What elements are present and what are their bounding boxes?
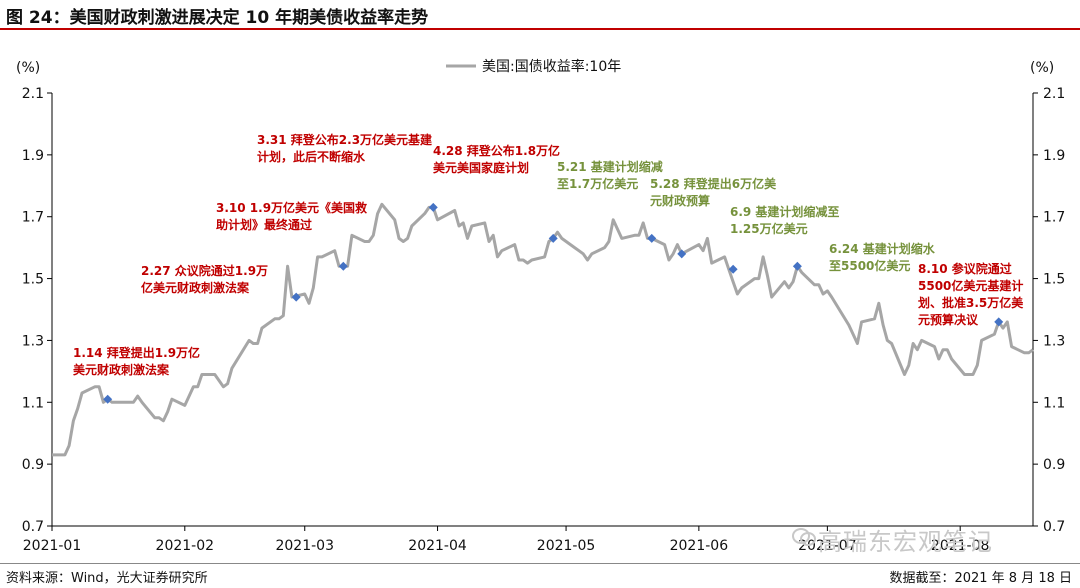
x-tick-label: 2021-06	[670, 538, 729, 554]
x-tick-label: 2021-07	[798, 538, 857, 554]
marker-layer	[103, 202, 1004, 404]
annotation-line: 8.10 参议院通过	[918, 261, 1012, 276]
annotation-line: 2.27 众议院通过1.9万	[141, 263, 268, 278]
y-tick-label-right: 1.1	[1043, 395, 1065, 411]
event-marker	[792, 261, 802, 271]
footer-rule	[0, 563, 1080, 564]
y-tick-label-left: 0.9	[22, 457, 44, 473]
y-tick-label-right: 1.3	[1043, 333, 1065, 349]
annotation-8: 6.9 基建计划缩减至 1.25万亿美元	[730, 204, 839, 236]
chart-legend: 美国:国债收益率:10年	[446, 58, 621, 75]
y-tick-label-left: 1.5	[22, 272, 44, 288]
y-tick-label-left: 1.1	[22, 395, 44, 411]
annotation-line: 至5500亿美元	[829, 258, 910, 273]
y-tick-label-right: 1.7	[1043, 210, 1065, 226]
event-marker	[103, 394, 113, 404]
annotation-line: 至1.7万亿美元	[557, 176, 638, 191]
y-tick-label-left: 0.7	[22, 519, 44, 535]
annotation-line: 5.28 拜登提出6万亿美	[650, 176, 777, 191]
annotation-line: 助计划》最终通过	[216, 217, 312, 232]
x-tick-label: 2021-05	[537, 538, 596, 554]
annotation-line: 3.10 1.9万亿美元《美国救	[216, 200, 367, 215]
y-tick-label-right: 1.9	[1043, 148, 1065, 164]
annotation-line: 亿美元财政刺激法案	[141, 280, 250, 295]
data-cutoff-note: 数据截至：2021 年 8 月 18 日	[889, 571, 1072, 586]
annotation-line: 元财政预算	[650, 193, 710, 208]
chart-axes: (%) (%) 0.7 0.7 0.9 0.9 1.1 1.1 1.3 1.3 1.5 1.5 1.7 1…	[16, 60, 1065, 554]
x-tick-label: 2021-02	[156, 538, 215, 554]
y-tick-label-left: 2.1	[22, 86, 44, 102]
event-marker	[677, 249, 687, 259]
annotation-line: 5500亿美元基建计	[918, 278, 1023, 293]
annotation-line: 美元财政刺激法案	[73, 362, 170, 377]
source-note: 资料来源：Wind，光大证券研究所	[6, 571, 208, 586]
annotation-line: 美元美国家庭计划	[433, 160, 529, 175]
event-marker	[728, 264, 738, 274]
event-marker	[291, 292, 301, 302]
y-tick-label-right: 0.7	[1043, 519, 1065, 535]
y-tick-label-left: 1.9	[22, 148, 44, 164]
title-rule	[0, 28, 1080, 30]
legend-label: 美国:国债收益率:10年	[482, 58, 621, 75]
y-tick-label-left: 1.3	[22, 333, 44, 349]
watermark: 高瑞东宏观笔记	[818, 528, 993, 556]
annotation-line: 6.24 基建计划缩水	[829, 241, 936, 256]
annotation-line: 5.21 基建计划缩减	[557, 159, 663, 174]
annotation-line: 3.31 拜登公布2.3万亿美元基建	[257, 132, 433, 147]
event-marker	[647, 233, 657, 243]
y-axis-unit-left: (%)	[16, 60, 40, 76]
x-tick-label: 2021-01	[23, 538, 82, 554]
x-tick-label: 2021-03	[275, 538, 334, 554]
wechat-icon	[792, 528, 816, 546]
annotation-line: 1.14 拜登提出1.9万亿	[73, 345, 200, 360]
y-axis-unit-right: (%)	[1030, 60, 1054, 76]
x-tick-label: 2021-08	[931, 538, 990, 554]
event-marker	[428, 202, 438, 212]
annotation-line: 划、批准3.5万亿美	[918, 295, 1024, 310]
y-tick-label-left: 1.7	[22, 210, 44, 226]
event-marker	[548, 233, 558, 243]
yield-chart: (%) (%) 0.7 0.7 0.9 0.9 1.1 1.1 1.3 1.3 1.5 1.5 1.7 1…	[16, 58, 1065, 554]
annotation-line: 4.28 拜登公布1.8万亿	[433, 143, 560, 158]
y-tick-label-right: 2.1	[1043, 86, 1065, 102]
y-tick-label-right: 1.5	[1043, 272, 1065, 288]
x-tick-label: 2021-04	[408, 538, 467, 554]
annotation-line: 元预算决议	[918, 312, 979, 327]
annotation-line: 1.25万亿美元	[730, 221, 808, 236]
y-tick-label-right: 0.9	[1043, 457, 1065, 473]
annotation-line: 计划，此后不断缩水	[257, 149, 366, 164]
event-marker	[994, 317, 1004, 327]
annotation-line: 6.9 基建计划缩减至	[730, 204, 839, 219]
series-line-us10y	[52, 202, 1034, 457]
series-layer	[52, 202, 1034, 457]
figure-title: 图 24：美国财政刺激进展决定 10 年期美债收益率走势	[6, 8, 429, 28]
event-marker	[338, 261, 348, 271]
